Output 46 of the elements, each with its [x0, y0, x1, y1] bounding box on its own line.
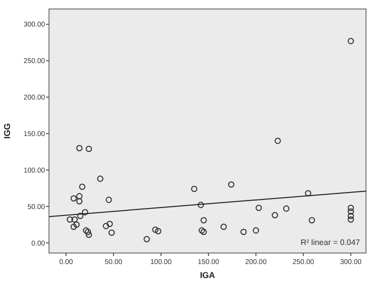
point	[102, 222, 110, 230]
point	[84, 228, 92, 236]
point	[252, 227, 260, 234]
point	[304, 190, 312, 196]
y-axis-title: IGG	[2, 122, 12, 139]
point	[76, 144, 83, 152]
point	[308, 217, 316, 224]
point	[82, 209, 88, 216]
point	[97, 176, 104, 182]
point	[71, 216, 78, 223]
point	[274, 138, 281, 144]
point	[86, 146, 92, 152]
point	[144, 236, 150, 242]
point	[348, 38, 354, 44]
point	[66, 216, 74, 223]
point	[76, 193, 83, 200]
point	[82, 227, 90, 234]
point	[200, 217, 207, 224]
point	[198, 227, 205, 234]
point	[73, 221, 80, 228]
point	[79, 184, 86, 190]
point	[106, 196, 112, 203]
point	[272, 212, 278, 218]
annotation: R² linear = 0.047	[300, 238, 361, 247]
point	[256, 204, 262, 211]
point	[77, 212, 84, 219]
point	[70, 224, 77, 230]
point	[108, 229, 115, 236]
point	[283, 205, 290, 212]
x-axis-title: IGA	[200, 270, 216, 280]
point	[155, 228, 162, 234]
point	[198, 202, 204, 208]
point	[76, 198, 83, 204]
point	[220, 224, 227, 230]
point	[86, 232, 92, 238]
point	[200, 228, 207, 236]
point	[348, 216, 354, 223]
point	[191, 186, 198, 192]
point	[152, 226, 158, 233]
point	[228, 181, 234, 188]
point	[240, 228, 247, 236]
point	[348, 208, 354, 215]
point	[348, 204, 354, 211]
point	[70, 195, 77, 202]
point	[106, 220, 113, 228]
point	[348, 212, 354, 219]
